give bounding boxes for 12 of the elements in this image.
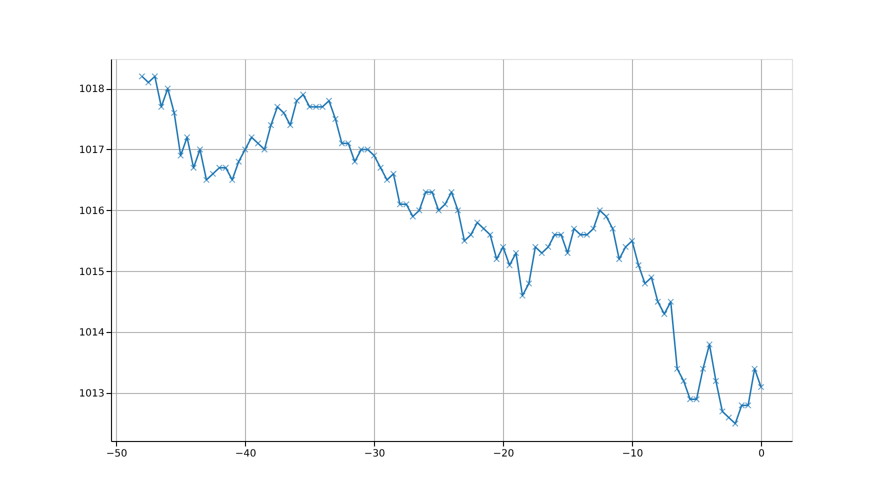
x-tick-label: −30: [364, 448, 386, 460]
x-tick-label: −50: [106, 448, 128, 460]
x-tick-label: −20: [493, 448, 514, 460]
y-tick-label: 1016: [79, 206, 104, 217]
x-tick-label: −40: [235, 448, 256, 460]
y-tick-label: 1015: [79, 266, 104, 278]
y-tick-label: 1014: [79, 328, 104, 339]
y-tick-label: 1018: [79, 84, 104, 96]
x-tick-label: 0: [758, 448, 765, 460]
x-tick-label: −10: [622, 448, 644, 460]
y-tick-label: 1013: [79, 388, 104, 400]
y-tick-label: 1017: [79, 144, 104, 156]
